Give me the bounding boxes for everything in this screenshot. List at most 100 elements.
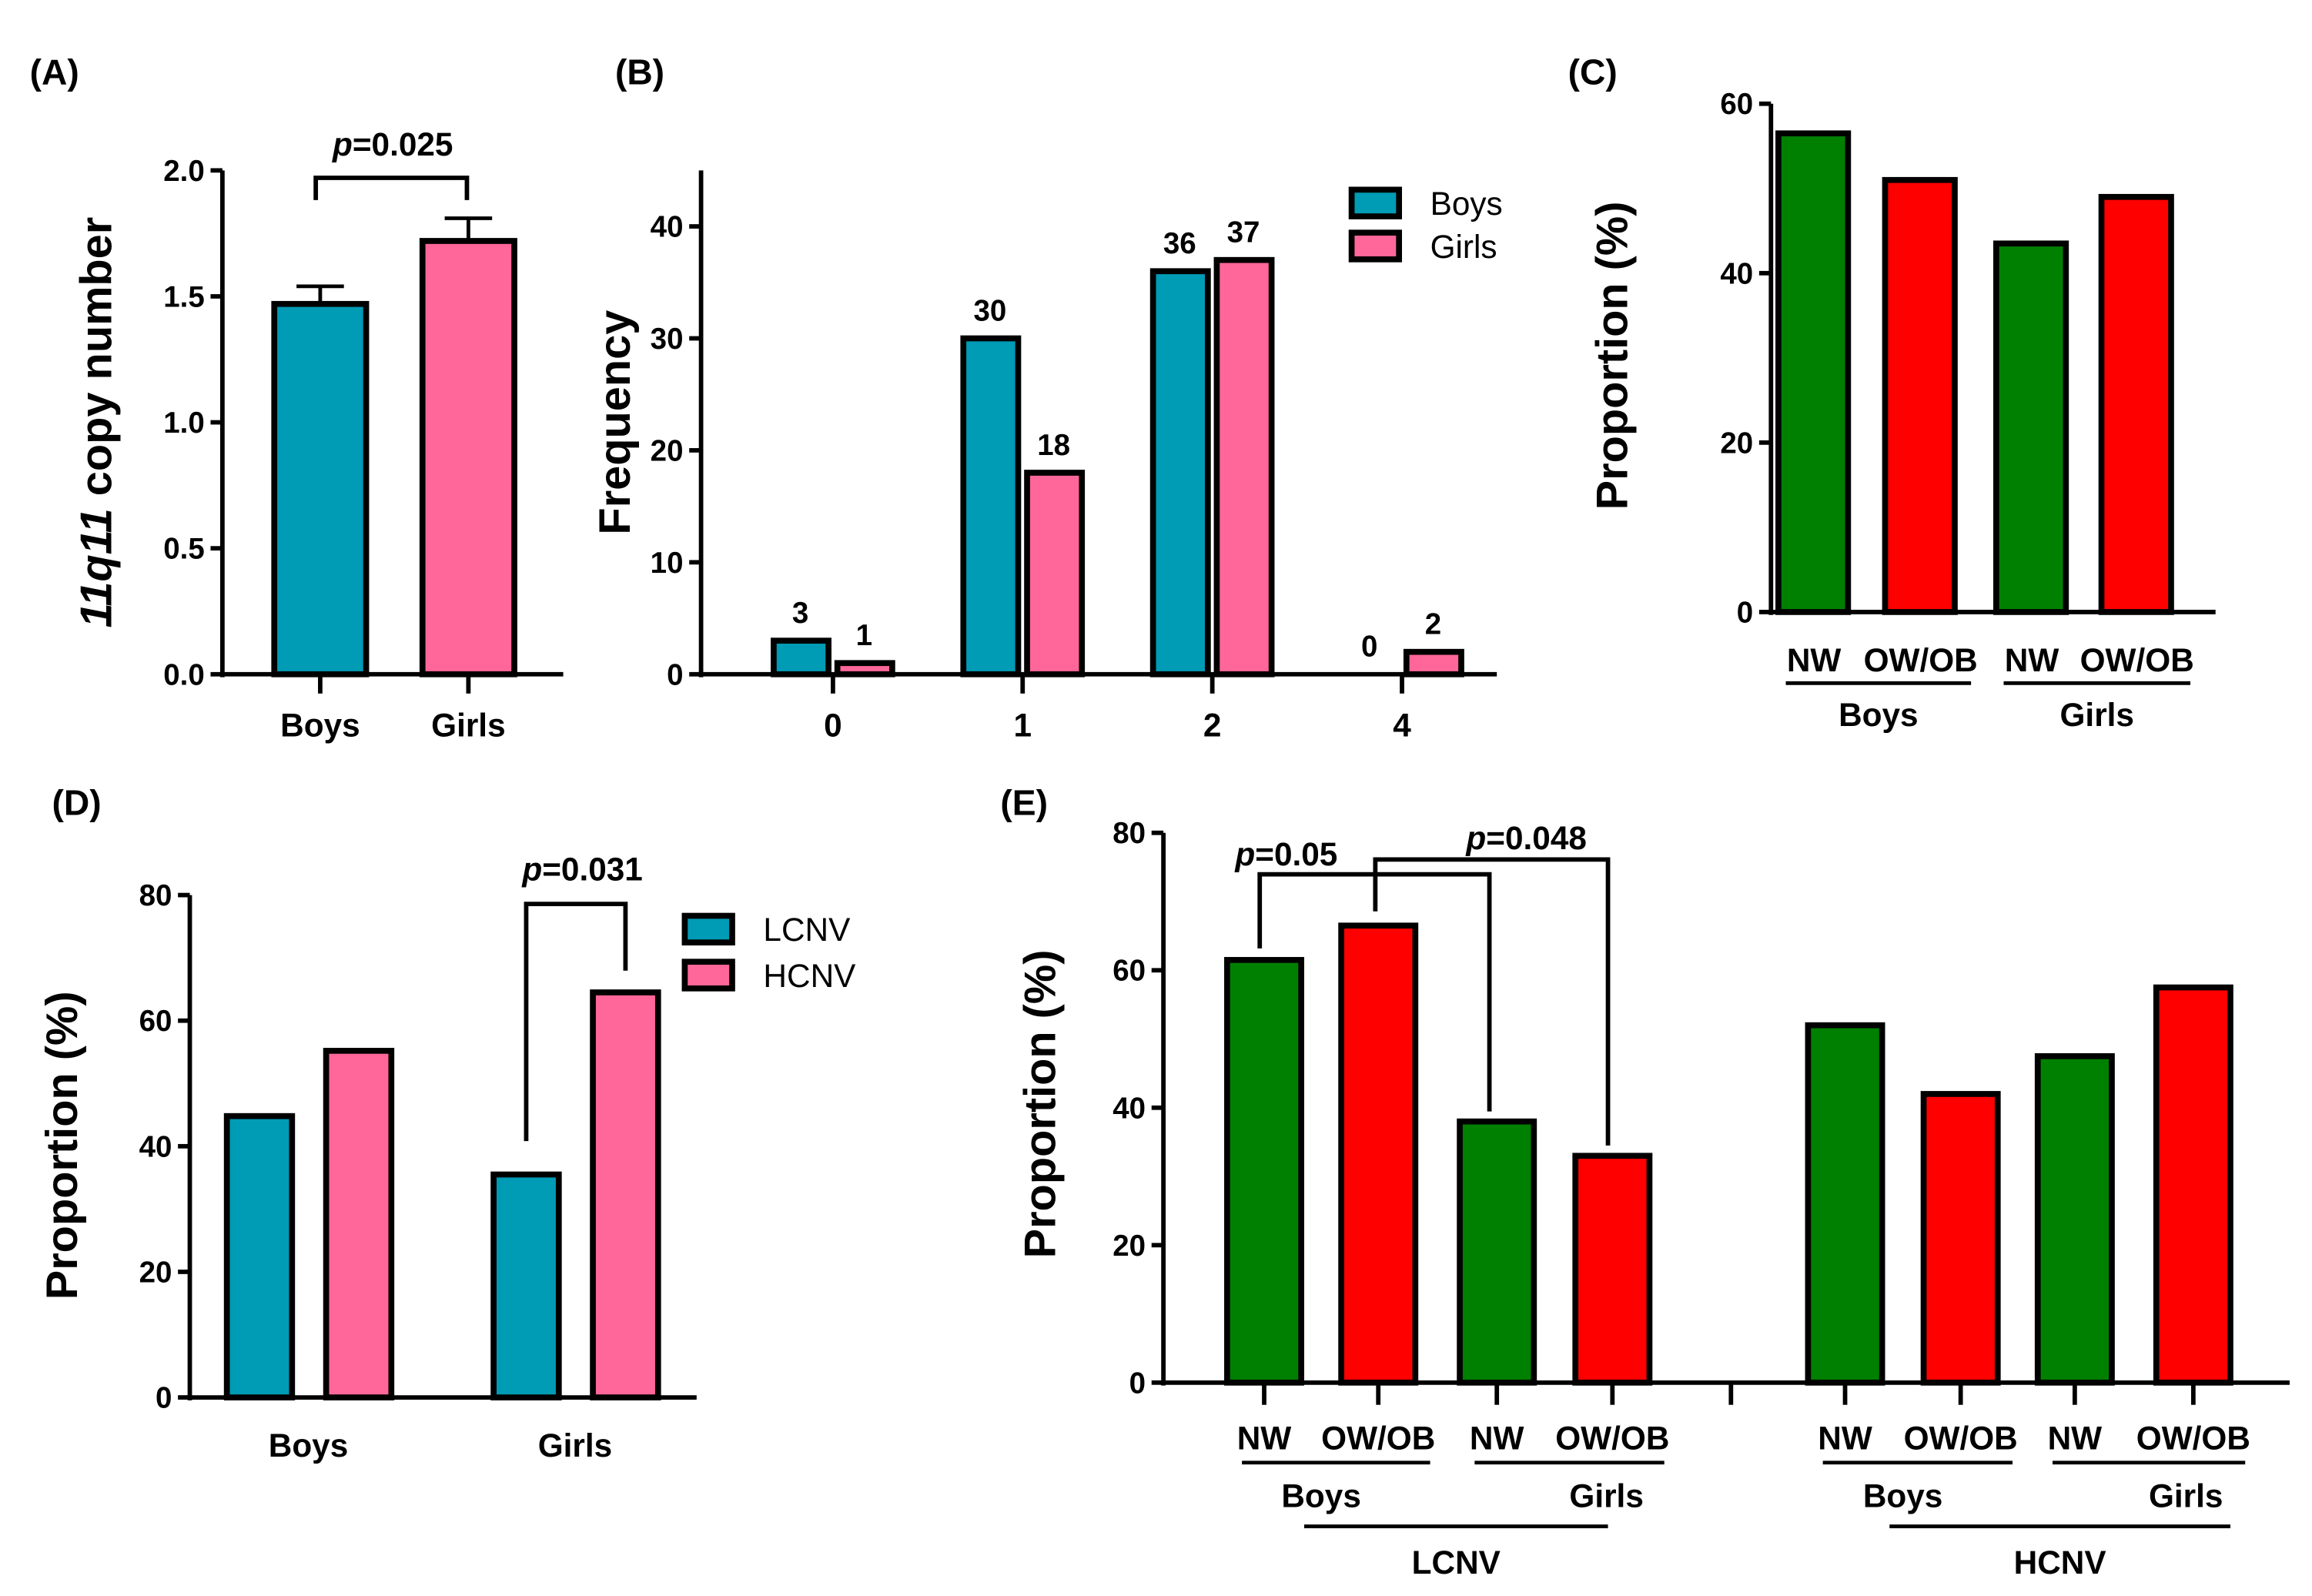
p-value-annotation: p=0.031 (521, 851, 643, 887)
y-axis-label: Frequency (591, 310, 640, 535)
panel-label-e: (E) (1000, 783, 1048, 823)
data-label: 37 (1227, 216, 1260, 249)
y-tick-label: 0 (1737, 596, 1753, 629)
bar-boys (271, 300, 370, 678)
group-label: Boys (1839, 697, 1919, 733)
p-value-annotation: p=0.025 (332, 126, 453, 162)
y-tick-label: 60 (1720, 88, 1753, 121)
y-tick-label: 0 (667, 658, 683, 691)
y-tick-label: 80 (139, 879, 172, 912)
y-axis-label-italic: 11q11 (72, 508, 122, 627)
bar-boys (960, 335, 1022, 678)
data-label: 18 (1037, 429, 1070, 462)
data-label: 2 (1425, 608, 1441, 641)
y-tick-label: 1.0 (163, 407, 205, 440)
x-tick-label: NW (2048, 1420, 2103, 1456)
legend-swatch-hcnv (681, 959, 735, 992)
data-label: 30 (974, 294, 1007, 327)
legend-label: HCNV (763, 958, 856, 994)
supergroup-label: HCNV (2014, 1544, 2106, 1581)
bar-girls (1403, 648, 1464, 678)
x-tick-label: OW/OB (1555, 1420, 1669, 1456)
y-tick-label: 40 (651, 211, 684, 244)
bar-ow-ob (2153, 984, 2233, 1386)
y-tick-label: 0 (1129, 1367, 1146, 1400)
bar-ow-ob (1338, 922, 1419, 1386)
bar-girls-hcnv (590, 989, 661, 1400)
x-tick-label: NW (1818, 1420, 1872, 1456)
y-tick-label: 60 (139, 1005, 172, 1038)
significance-bracket (1373, 857, 1611, 1146)
p-value: =0.05 (1255, 836, 1337, 872)
bar-boys (1149, 268, 1211, 678)
panel-label-c: (C) (1568, 52, 1618, 92)
group-label: Girls (2149, 1478, 2223, 1514)
x-tick-label: OW/OB (1864, 642, 1978, 678)
y-tick-label: 0.0 (163, 658, 205, 691)
y-tick-label: 40 (1720, 257, 1753, 290)
bar-nw (2034, 1052, 2115, 1386)
group-label: Boys (1863, 1478, 1943, 1514)
legend-label: LCNV (763, 912, 851, 948)
bar-ow-ob (2098, 193, 2174, 615)
data-label: 0 (1361, 631, 1377, 664)
y-tick-label: 20 (651, 434, 684, 467)
x-tick-label: Boys (280, 708, 360, 744)
x-tick-label: OW/OB (2136, 1420, 2250, 1456)
data-label: 36 (1163, 227, 1196, 260)
panel-label-b: (B) (615, 52, 664, 92)
y-axis-label-text: Frequency (591, 310, 640, 535)
bar-boys (771, 637, 831, 678)
x-tick-label: NW (1237, 1420, 1292, 1456)
bar-nw (1457, 1118, 1537, 1386)
y-tick-label: 20 (139, 1256, 172, 1289)
p-italic: p (521, 851, 542, 887)
y-axis-label: Proportion (%) (38, 991, 87, 1300)
supergroup-label: LCNV (1412, 1544, 1501, 1581)
bar-girls (1213, 256, 1275, 678)
p-italic: p (1465, 820, 1486, 856)
p-value-annotation: p=0.048 (1465, 820, 1587, 856)
p-italic: p (332, 126, 353, 162)
bar-girls (834, 660, 895, 678)
y-tick-label: 20 (1720, 427, 1753, 460)
legend-swatch-lcnv (681, 912, 735, 946)
bar-girls (419, 238, 517, 678)
p-value-annotation: p=0.05 (1234, 836, 1337, 872)
y-tick-label: 40 (1113, 1092, 1146, 1125)
y-tick-label: 30 (651, 323, 684, 356)
bar-ow-ob (1920, 1091, 2001, 1386)
bar-nw (1993, 240, 2069, 615)
legend-swatch-boys (1348, 186, 1403, 219)
x-tick-label: OW/OB (1904, 1420, 2018, 1456)
data-label: 3 (792, 597, 808, 630)
p-value: =0.048 (1486, 820, 1587, 856)
data-label: 1 (856, 619, 872, 652)
legend-label: Boys (1430, 186, 1503, 222)
panel-label-a: (A) (30, 52, 79, 92)
p-value: =0.031 (542, 851, 643, 887)
bar-nw (1775, 130, 1852, 615)
y-axis-label-text: Proportion (%) (38, 991, 87, 1300)
p-value: =0.025 (353, 126, 453, 162)
y-tick-label: 10 (651, 547, 684, 580)
bar-nw (1224, 957, 1304, 1386)
bar-ow-ob (1572, 1153, 1653, 1386)
x-tick-label: 4 (1393, 708, 1411, 744)
group-label: Girls (1569, 1478, 1643, 1514)
bar-girls (1024, 470, 1086, 678)
x-tick-label: 1 (1013, 708, 1032, 744)
group-label: Boys (1281, 1478, 1361, 1514)
x-tick-label: 2 (1203, 708, 1222, 744)
bar-ow-ob (1882, 176, 1958, 615)
group-label: Girls (2060, 697, 2134, 733)
y-tick-label: 1.5 (163, 280, 205, 313)
y-axis-label: Proportion (%) (1588, 202, 1638, 510)
x-tick-label: NW (1787, 642, 1842, 678)
bar-nw (1805, 1022, 1885, 1386)
y-tick-label: 40 (139, 1130, 172, 1163)
y-axis-label: 11q11 copy number (72, 217, 122, 628)
x-tick-label: 0 (824, 708, 842, 744)
y-axis-label-text: copy number (72, 217, 122, 509)
